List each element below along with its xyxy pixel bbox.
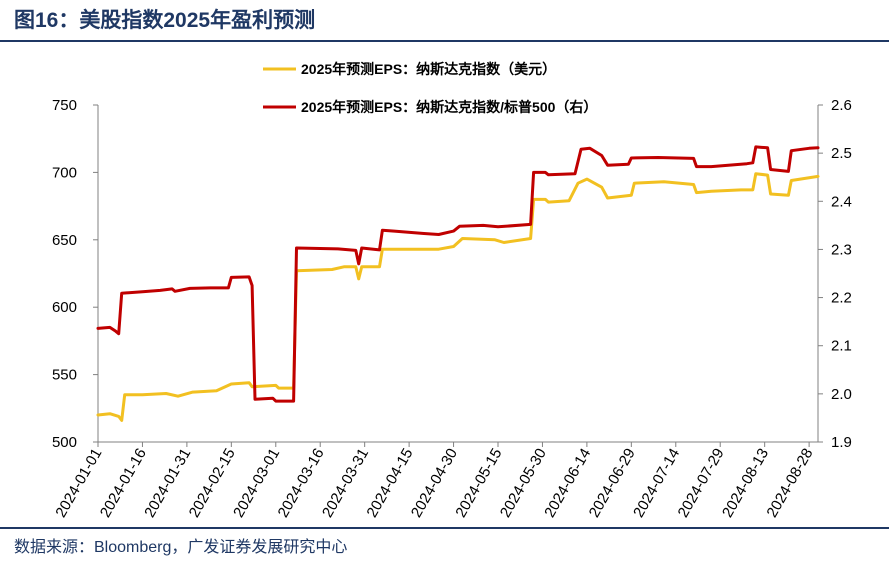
x-tick-label: 2024-08-28	[763, 446, 816, 521]
y-right-tick-label: 2.5	[831, 145, 852, 162]
title-rule	[0, 40, 889, 42]
series-line-nasdaq-spx-ratio	[96, 145, 820, 403]
y-left-tick-label: 600	[52, 299, 77, 316]
y-right-tick-label: 2.0	[831, 386, 852, 403]
y-right-tick-label: 1.9	[831, 434, 852, 451]
y-right-tick-label: 2.2	[831, 290, 852, 307]
y-right-tick-label: 2.3	[831, 241, 852, 258]
source-rule	[0, 527, 889, 529]
y-left-tick-label: 550	[52, 367, 77, 384]
y-left-tick-label: 650	[52, 232, 77, 249]
legend-label-nasdaq-eps: 2025年预测EPS：纳斯达克指数（美元）	[301, 61, 556, 77]
y-left-tick-label: 750	[52, 97, 77, 114]
y-right-tick-label: 2.4	[831, 193, 852, 210]
y-left-tick-label: 500	[52, 434, 77, 451]
series-layer	[96, 145, 820, 422]
figure-title: 图16：美股指数2025年盈利预测	[14, 9, 316, 32]
y-right-tick-label: 2.6	[831, 97, 852, 114]
legend: 2025年预测EPS：纳斯达克指数（美元） 2025年预测EPS：纳斯达克指数/标…	[263, 61, 597, 115]
y-left-tick-label: 700	[52, 164, 77, 181]
legend-label-ratio: 2025年预测EPS：纳斯达克指数/标普500（右）	[301, 99, 597, 115]
series-line-nasdaq-eps	[96, 172, 820, 422]
axes: 500 550 600 650 700 750 1.9 2.0 2.1 2.2 2.3 2.4 2.5 2…	[52, 97, 852, 520]
source-note: 数据来源：Bloomberg，广发证券发展研究中心	[14, 539, 348, 556]
y-right-tick-label: 2.1	[831, 338, 852, 355]
chart: 500 550 600 650 700 750 1.9 2.0 2.1 2.2 2.3 2.4 2.5 2…	[52, 61, 852, 520]
